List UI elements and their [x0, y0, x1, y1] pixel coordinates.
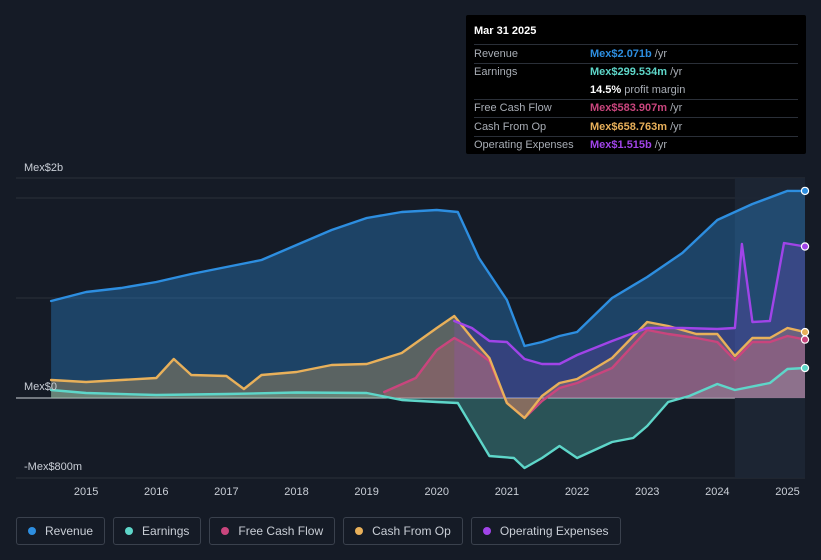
legend-dot-icon — [28, 527, 36, 535]
tooltip-row-value: Mex$299.534m — [590, 66, 668, 79]
endpoint-revenue — [800, 186, 810, 196]
forecast-shading — [734, 178, 805, 478]
legend-label: Cash From Op — [372, 524, 451, 538]
tooltip-row-label: Earnings — [474, 66, 518, 79]
tooltip-row-value: Mex$583.907m — [590, 102, 668, 115]
endpoint-operating-expenses — [800, 242, 810, 251]
endpoint-earnings — [800, 363, 810, 373]
legend-dot-icon — [355, 527, 364, 535]
tooltip-row: 14.5% profit margin — [474, 81, 798, 99]
x-tick-label: 2017 — [214, 486, 238, 498]
x-tick-label: 2016 — [144, 486, 168, 498]
x-tick-label: 2018 — [284, 486, 308, 498]
tooltip-row-unit: /yr — [670, 66, 683, 79]
tooltip-row: Revenue Mex$2.071b/yr — [474, 44, 798, 63]
legend-label: Free Cash Flow — [238, 524, 324, 538]
series-endpoints — [800, 186, 810, 373]
area-operating-expenses — [454, 243, 805, 398]
x-tick-label: 2021 — [495, 486, 519, 498]
y-label-top: Mex$2b — [24, 162, 63, 174]
area-revenue — [51, 190, 806, 398]
tooltip-panel: Mar 31 2025 Revenue Mex$2.071b/yr Earnings… — [466, 15, 806, 154]
x-tick-label: 2019 — [354, 486, 378, 498]
legend-label: Earnings — [142, 524, 190, 538]
legend: Revenue Earnings Free Cash Flow Cash From O… — [16, 517, 629, 545]
series-lines — [49, 189, 807, 470]
tooltip-row-label: Cash From Op — [474, 120, 547, 133]
tooltip-row-value: Mex$1.515b — [590, 139, 652, 152]
legend-dot-icon — [221, 527, 230, 535]
tooltip-row-value: 14.5% — [590, 83, 622, 96]
x-axis-ticks: 2015 2016 2017 2018 2019 2020 2021 2022 2023 2024… — [74, 486, 800, 498]
tooltip-row: Free Cash Flow Mex$583.907m/yr — [474, 98, 798, 118]
legend-label: Operating Expenses — [499, 524, 609, 538]
x-tick-label: 2022 — [565, 486, 589, 498]
tooltip-row: Operating Expenses Mex$1.515b/yr — [474, 135, 798, 155]
endpoint-cash-from-op — [800, 327, 810, 337]
x-tick-label: 2025 — [775, 486, 799, 498]
legend-dot-icon — [125, 527, 134, 535]
line-cash-from-op — [49, 314, 807, 420]
legend-item-operating-expenses[interactable]: Operating Expenses — [470, 517, 621, 545]
area-free-cash-flow — [384, 330, 805, 418]
y-label-zero: Mex$0 — [24, 381, 57, 393]
tooltip-row-unit: /yr — [654, 47, 667, 60]
tooltip-date: Mar 31 2025 — [474, 25, 537, 37]
legend-dot-icon — [482, 527, 491, 535]
x-tick-label: 2020 — [425, 486, 449, 498]
legend-item-free-cash-flow[interactable]: Free Cash Flow — [209, 517, 336, 545]
area-cash-from-op — [51, 316, 806, 418]
line-operating-expenses — [453, 241, 807, 366]
x-tick-label: 2023 — [635, 486, 659, 498]
legend-label: Revenue — [45, 524, 94, 538]
tooltip-row-unit: /yr — [670, 102, 683, 115]
tooltip-row-unit: /yr — [654, 139, 667, 152]
tooltip-row-label: Operating Expenses — [474, 139, 574, 152]
tooltip-row-unit: profit margin — [624, 83, 686, 96]
tooltip-row: Earnings Mex$299.534m/yr — [474, 62, 798, 82]
y-label-bottom: -Mex$800m — [24, 461, 82, 473]
line-free-cash-flow — [383, 328, 807, 420]
series-areas — [51, 190, 806, 468]
line-earnings — [49, 366, 807, 470]
tooltip-row-label: Free Cash Flow — [474, 102, 552, 115]
x-tick-label: 2024 — [705, 486, 729, 498]
tooltip-row-value: Mex$658.763m — [590, 120, 668, 133]
endpoint-free-cash-flow — [800, 335, 810, 344]
tooltip-rows: Revenue Mex$2.071b/yr Earnings Mex$299.534m… — [474, 44, 798, 154]
x-tick-label: 2015 — [74, 486, 98, 498]
tooltip-row-value: Mex$2.071b — [590, 47, 652, 60]
legend-item-earnings[interactable]: Earnings — [113, 517, 202, 545]
tooltip-row-label: Revenue — [474, 47, 519, 60]
legend-item-revenue[interactable]: Revenue — [16, 517, 106, 545]
tooltip-row-unit: /yr — [670, 120, 683, 133]
legend-item-cash-from-op[interactable]: Cash From Op — [343, 517, 463, 545]
tooltip-row: Cash From Op Mex$658.763m/yr — [474, 117, 798, 136]
line-revenue — [49, 189, 807, 348]
gridlines — [16, 177, 805, 479]
